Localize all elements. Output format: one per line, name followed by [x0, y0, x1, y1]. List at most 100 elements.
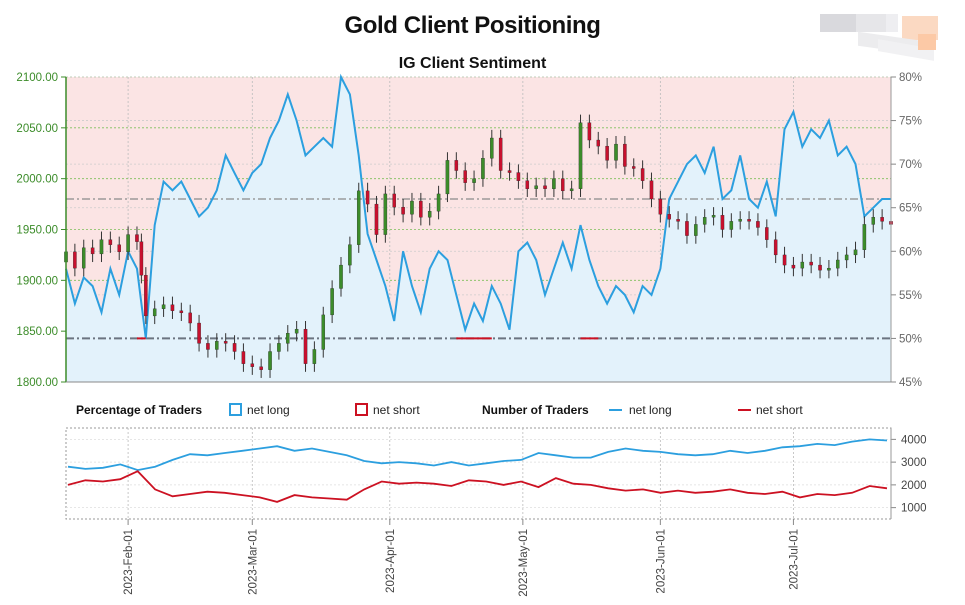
legend-num-long-label: net long — [629, 403, 672, 417]
legend-pct-heading: Percentage of Traders — [76, 403, 202, 417]
candle-down — [73, 251, 77, 269]
candle-down — [791, 264, 796, 269]
candle-up — [472, 178, 476, 183]
candle-up — [552, 178, 556, 189]
candle-down — [498, 137, 503, 171]
candle-up — [481, 158, 485, 179]
x-tick-label: 2023-Apr-01 — [385, 529, 397, 593]
price-tick-label: 1900.00 — [16, 275, 58, 287]
candle-up — [348, 244, 352, 266]
candle-up — [99, 239, 104, 255]
candle-down — [117, 244, 121, 253]
traders-tick-label: 2000 — [901, 480, 927, 492]
candle-down — [596, 139, 601, 147]
candle-up — [702, 217, 707, 225]
candle-up — [383, 193, 388, 235]
candle-down — [135, 234, 139, 242]
candle-down — [365, 190, 370, 205]
candle-down — [880, 217, 884, 222]
candle-down — [197, 322, 201, 344]
candle-down — [392, 193, 396, 208]
candle-down — [188, 312, 192, 324]
candle-up — [286, 333, 290, 344]
candle-up — [729, 221, 734, 230]
candle-up — [445, 160, 450, 195]
candle-down — [179, 310, 184, 314]
legend-pct-long-swatch — [229, 403, 242, 416]
candle-down — [454, 160, 459, 171]
candle-up — [853, 249, 858, 256]
traders-tick-label: 1000 — [901, 503, 927, 515]
candle-up — [268, 351, 272, 370]
price-tick-label: 2000.00 — [16, 174, 58, 186]
candle-down — [241, 351, 246, 364]
candle-up — [330, 288, 334, 316]
candle-up — [738, 219, 742, 222]
pct-tick-label: 45% — [899, 377, 922, 389]
traders-tick-label: 3000 — [901, 457, 927, 469]
candle-up — [81, 247, 86, 269]
traders-net-long-line — [67, 438, 888, 472]
x-tick-label: 2023-Jun-01 — [655, 529, 667, 594]
candle-down — [463, 170, 467, 183]
candle-down — [667, 214, 671, 220]
candle-down — [623, 143, 627, 167]
candle-down — [516, 172, 521, 181]
candle-down — [631, 166, 636, 169]
chart-subtitle: IG Client Sentiment — [398, 55, 547, 72]
candle-down — [223, 341, 228, 344]
candle-down — [232, 343, 237, 352]
candle-down — [139, 241, 144, 276]
x-tick-label: 2023-Jul-01 — [788, 529, 800, 590]
candle-down — [144, 275, 148, 317]
candle-up — [356, 190, 361, 245]
candle-down — [773, 239, 778, 256]
price-tick-label: 2100.00 — [16, 72, 58, 84]
legend-num-heading: Number of Traders — [482, 403, 589, 417]
pct-tick-label: 50% — [899, 333, 922, 345]
candle-up — [871, 217, 876, 225]
candle-up — [215, 341, 219, 350]
candle-down — [250, 363, 255, 367]
candle-down — [765, 227, 769, 240]
candle-down — [561, 178, 565, 192]
candle-down — [676, 219, 680, 222]
traders-tick-label: 4000 — [901, 434, 927, 446]
candle-up — [490, 137, 494, 159]
candle-up — [711, 215, 716, 218]
price-tick-label: 2050.00 — [16, 123, 58, 135]
candle-up — [569, 188, 574, 192]
candle-down — [206, 343, 210, 350]
x-tick-label: 2023-Mar-01 — [247, 529, 259, 595]
net-long-area — [66, 77, 891, 382]
candle-down — [401, 206, 405, 215]
legend-pct-short-label: net short — [373, 403, 420, 417]
pct-tick-label: 80% — [899, 72, 922, 84]
price-tick-label: 1850.00 — [16, 326, 58, 338]
traders-panel-frame — [65, 427, 892, 520]
candle-up — [836, 259, 840, 269]
candle-up — [410, 200, 414, 215]
candle-up — [827, 267, 831, 271]
candle-down — [649, 180, 654, 200]
pct-tick-label: 75% — [899, 116, 922, 128]
pct-tick-label: 65% — [899, 203, 922, 215]
chart-title: Gold Client Positioning — [344, 12, 601, 39]
candle-up — [862, 224, 867, 250]
candle-down — [809, 261, 813, 266]
candle-up — [800, 261, 805, 269]
candle-down — [640, 168, 645, 181]
candle-down — [543, 185, 547, 189]
traders-net-short-line — [67, 470, 888, 503]
candle-down — [507, 170, 512, 173]
candle-up — [152, 308, 157, 317]
pct-tick-label: 55% — [899, 290, 922, 302]
candle-up — [321, 314, 326, 350]
candle-up — [294, 328, 299, 334]
candle-up — [126, 234, 130, 253]
candle-up — [161, 304, 166, 309]
candle-down — [374, 203, 379, 235]
candle-up — [578, 122, 583, 189]
candle-up — [339, 264, 343, 289]
legend-pct-long-label: net long — [247, 403, 290, 417]
